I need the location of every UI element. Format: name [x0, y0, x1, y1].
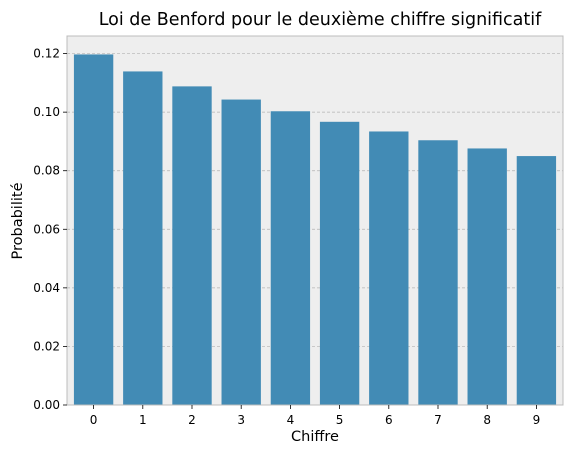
x-axis-label: Chiffre [291, 429, 339, 445]
x-tick-label: 2 [188, 413, 196, 427]
y-tick-label: 0.10 [33, 105, 60, 119]
bars [73, 54, 557, 406]
y-tick-label: 0.04 [33, 281, 60, 295]
bar-7 [418, 140, 458, 405]
x-tick-label: 3 [237, 413, 245, 427]
bar-2 [172, 86, 212, 405]
x-tick-label: 1 [139, 413, 147, 427]
bar-0 [73, 54, 114, 405]
x-tick-label: 6 [385, 413, 393, 427]
x-tick-label: 9 [533, 413, 541, 427]
chart-title: Loi de Benford pour le deuxième chiffre … [99, 10, 542, 30]
x-tick-label: 5 [336, 413, 344, 427]
x-tick-label: 8 [483, 413, 491, 427]
y-tick-label: 0.08 [33, 164, 60, 178]
y-axis-ticks: 0.00 0.02 0.04 0.06 0.08 0.10 0.12 [33, 47, 67, 412]
y-tick-label: 0.00 [33, 398, 60, 412]
bar-4 [270, 111, 311, 405]
y-tick-label: 0.06 [33, 222, 60, 236]
bar-9 [516, 156, 557, 405]
plot-frame [66, 35, 564, 406]
bar-3 [221, 99, 261, 406]
bar-8 [467, 148, 507, 405]
bar-5 [319, 121, 360, 406]
x-tick-label: 4 [287, 413, 295, 427]
bar-1 [123, 71, 163, 405]
x-tick-label: 0 [90, 413, 98, 427]
y-tick-label: 0.02 [33, 339, 60, 353]
bar-6 [369, 131, 409, 405]
x-axis-ticks: 0 1 2 3 4 5 6 7 8 9 [90, 405, 540, 427]
y-tick-label: 0.12 [33, 47, 60, 61]
x-tick-label: 7 [434, 413, 442, 427]
y-axis-label: Probabilité [10, 182, 26, 259]
